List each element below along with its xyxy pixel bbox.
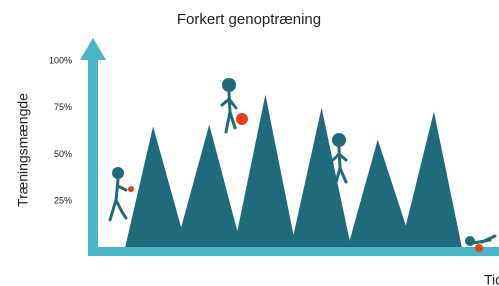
y-axis-arrow	[80, 38, 106, 60]
x-axis	[88, 247, 499, 256]
x-axis-label: Tid	[484, 272, 499, 286]
y-tick-label: 25%	[54, 196, 72, 206]
y-axis-label: Træningsmængde	[15, 93, 31, 207]
area	[125, 95, 462, 248]
chart-title: Forkert genoptræning	[177, 11, 321, 28]
y-tick-label: 75%	[54, 102, 72, 112]
y-tick-label: 50%	[54, 149, 72, 159]
y-axis	[88, 58, 98, 256]
y-tick-label: 100%	[49, 55, 72, 65]
chart: Forkert genoptræning Træningsmængde Tid …	[0, 0, 499, 286]
